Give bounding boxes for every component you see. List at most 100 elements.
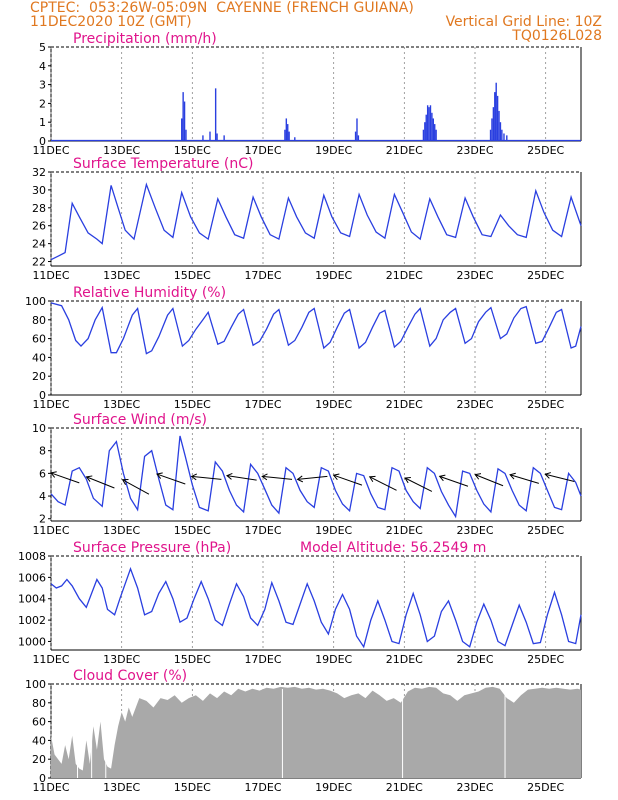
panel5-title: Cloud Cover (%) — [73, 668, 187, 684]
wind-arrow — [439, 475, 469, 487]
panel0-x-tick: 13DEC — [103, 144, 140, 157]
panel1-x-tick: 19DEC — [315, 269, 352, 282]
wind-arrow-head — [261, 473, 268, 481]
wind-arrow — [50, 472, 80, 484]
panel3-x-tick: 19DEC — [315, 524, 352, 537]
wind-arrow-head — [50, 471, 57, 478]
wind-arrow — [509, 474, 539, 484]
precipitation-bar — [185, 129, 187, 141]
wind-arrow-head — [544, 472, 551, 479]
wind-arrow-head — [190, 473, 198, 481]
header-model-code: TQ0126L028 — [512, 28, 602, 44]
panel1-x-tick: 13DEC — [103, 269, 140, 282]
precipitation-bar — [434, 124, 436, 141]
panel1-x-tick: 23DEC — [456, 269, 493, 282]
precipitation-bar — [432, 118, 435, 141]
wind-arrow — [156, 473, 186, 485]
precipitation-bar — [214, 88, 217, 141]
precipitation-bar — [431, 112, 433, 141]
panel2-x-tick: 15DEC — [174, 398, 211, 411]
panel3-x-tick: 11DEC — [32, 524, 69, 537]
header-date: 11DEC2020 10Z (GMT) — [30, 14, 192, 30]
panel2-y-tick: 40 — [32, 351, 46, 364]
panel2-x-tick: 17DEC — [244, 398, 281, 411]
panel0-x-tick: 25DEC — [527, 144, 564, 157]
panel1-series-line — [50, 182, 582, 261]
wind-arrow-head — [509, 472, 516, 480]
header-grid-note: Vertical Grid Line: 10Z — [445, 14, 602, 30]
precipitation-bar — [284, 129, 286, 141]
panel3-x-tick: 21DEC — [386, 524, 423, 537]
panel4-x-tick: 17DEC — [244, 653, 281, 666]
panel5-y-tick: 0 — [39, 772, 46, 785]
panel2-y-tick: 80 — [32, 314, 46, 327]
panel1-x-tick: 25DEC — [527, 269, 564, 282]
wind-arrow-head — [121, 479, 129, 486]
precipitation-bar — [494, 92, 496, 141]
panel5-x-tick: 23DEC — [456, 781, 493, 794]
wind-arrow — [297, 475, 328, 480]
precipitation-bar — [422, 129, 425, 141]
panel2-y-tick: 60 — [32, 333, 46, 346]
precipitation-bar — [424, 122, 426, 141]
panel1-y-tick: 28 — [32, 202, 46, 215]
panel2-y-tick: 20 — [32, 370, 46, 383]
panel3-x-tick: 25DEC — [527, 524, 564, 537]
precipitation-bar — [506, 135, 508, 141]
panel1-y-tick: 26 — [32, 220, 46, 233]
panel2-title: Relative Humidity (%) — [73, 285, 226, 301]
cloud-cover-area — [51, 686, 581, 778]
precipitation-bar — [495, 82, 497, 141]
panel5-x-tick: 13DEC — [103, 781, 140, 794]
precipitation-bar — [356, 118, 358, 141]
precipitation-bar — [501, 129, 503, 141]
panel1-x-tick: 15DEC — [174, 269, 211, 282]
precipitation-bar — [503, 133, 505, 141]
panel0-x-tick: 21DEC — [386, 144, 423, 157]
panel0-y-tick: 0 — [39, 135, 46, 148]
precipitation-bar — [498, 110, 500, 141]
panel2-x-tick: 13DEC — [103, 398, 140, 411]
panel5-y-tick: 100 — [25, 678, 46, 691]
panel4-title: Surface Pressure (hPa) — [73, 540, 231, 556]
precipitation-bar — [183, 101, 186, 141]
wind-arrow — [191, 475, 222, 480]
panel4-subtitle: Model Altitude: 56.2549 m — [300, 540, 486, 556]
panel0-x-tick: 11DEC — [32, 144, 69, 157]
panel5-x-tick: 25DEC — [527, 781, 564, 794]
precipitation-bar — [492, 107, 495, 141]
precipitation-bar — [285, 118, 288, 141]
wind-arrow — [333, 474, 363, 486]
panel4-x-tick: 13DEC — [103, 653, 140, 666]
panel0-x-tick: 19DEC — [315, 144, 352, 157]
panel4-y-tick: 1006 — [18, 571, 46, 584]
panel4-x-tick: 25DEC — [527, 653, 564, 666]
panel3-y-tick: 10 — [32, 422, 46, 435]
panel5-y-tick: 20 — [32, 753, 46, 766]
precipitation-bar — [496, 95, 499, 141]
wind-arrow-head — [474, 473, 482, 480]
panel0-y-tick: 2 — [39, 97, 46, 110]
precipitation-bar — [216, 133, 218, 141]
panel1-y-tick: 32 — [32, 166, 46, 179]
precipitation-bar — [288, 131, 290, 141]
wind-arrow — [369, 476, 397, 491]
panel0-y-tick: 4 — [39, 60, 46, 73]
panel3-title: Surface Wind (m/s) — [73, 412, 207, 428]
panel5-x-tick: 19DEC — [315, 781, 352, 794]
panel2-x-tick: 23DEC — [456, 398, 493, 411]
panel1-x-tick: 11DEC — [32, 269, 69, 282]
panel3-x-tick: 23DEC — [456, 524, 493, 537]
panel5-y-tick: 60 — [32, 716, 46, 729]
panel0-x-tick: 23DEC — [456, 144, 493, 157]
panel5-x-tick: 15DEC — [174, 781, 211, 794]
precipitation-bar — [287, 124, 289, 141]
panel4-y-tick: 1000 — [18, 635, 46, 648]
wind-arrow — [86, 476, 115, 489]
panel5-x-tick: 21DEC — [386, 781, 423, 794]
panel3-y-tick: 8 — [39, 445, 46, 458]
panel3-x-tick: 15DEC — [174, 524, 211, 537]
panel3-x-tick: 13DEC — [103, 524, 140, 537]
precipitation-bar — [294, 137, 296, 141]
